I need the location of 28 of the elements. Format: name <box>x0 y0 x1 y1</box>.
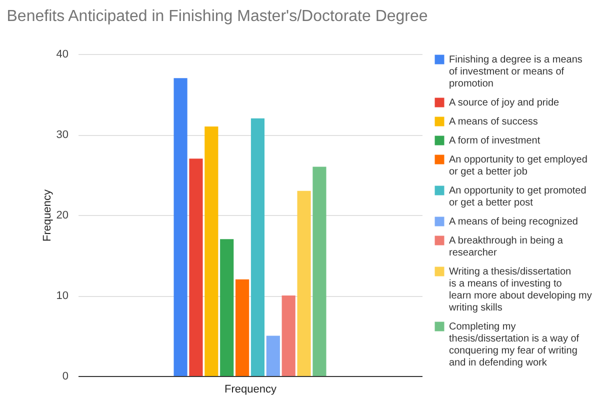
bar <box>189 158 203 376</box>
y-tick-label: 10 <box>56 290 68 302</box>
y-tick-label: 20 <box>56 210 68 222</box>
bar <box>174 78 188 376</box>
legend-label: A form of investment <box>449 136 540 146</box>
bar <box>204 126 218 376</box>
legend-label: Finishing a degree is a means of investment or means of promotion <box>449 54 582 90</box>
legend-label: A means of success <box>449 116 538 128</box>
bar <box>297 190 311 376</box>
legend-label: Writing a thesis/dissertation is a means of investing to learn more about developing my writing skills <box>448 266 592 314</box>
legend-label: An opportunity to get employed or get a better job <box>449 154 588 178</box>
y-tick-label: 40 <box>56 48 68 60</box>
y-tick-label: 30 <box>56 129 68 141</box>
y-axis-title: Frequency <box>41 189 54 242</box>
bar <box>282 296 296 376</box>
x-axis-title: Frequency <box>224 384 277 396</box>
legend-label: A breakthrough in being a researcher <box>449 236 564 258</box>
bar <box>266 336 280 376</box>
bar <box>312 166 326 376</box>
bar <box>235 279 250 376</box>
legend-label: A means of being recognized <box>449 216 578 228</box>
bar <box>250 118 265 376</box>
bar <box>220 239 234 376</box>
legend-label: An opportunity to get promoted or get a better post <box>449 186 586 208</box>
legend-label: A source of joy and pride <box>449 98 560 108</box>
legend-label: Completing my thesis/dissertation is a way of conquering my fear of writing and in defending work <box>449 322 580 368</box>
chart-title: Benefits Anticipated in Finishing Master's/Doctorate Degree <box>6 8 428 25</box>
y-tick-label: 0 <box>62 370 68 382</box>
